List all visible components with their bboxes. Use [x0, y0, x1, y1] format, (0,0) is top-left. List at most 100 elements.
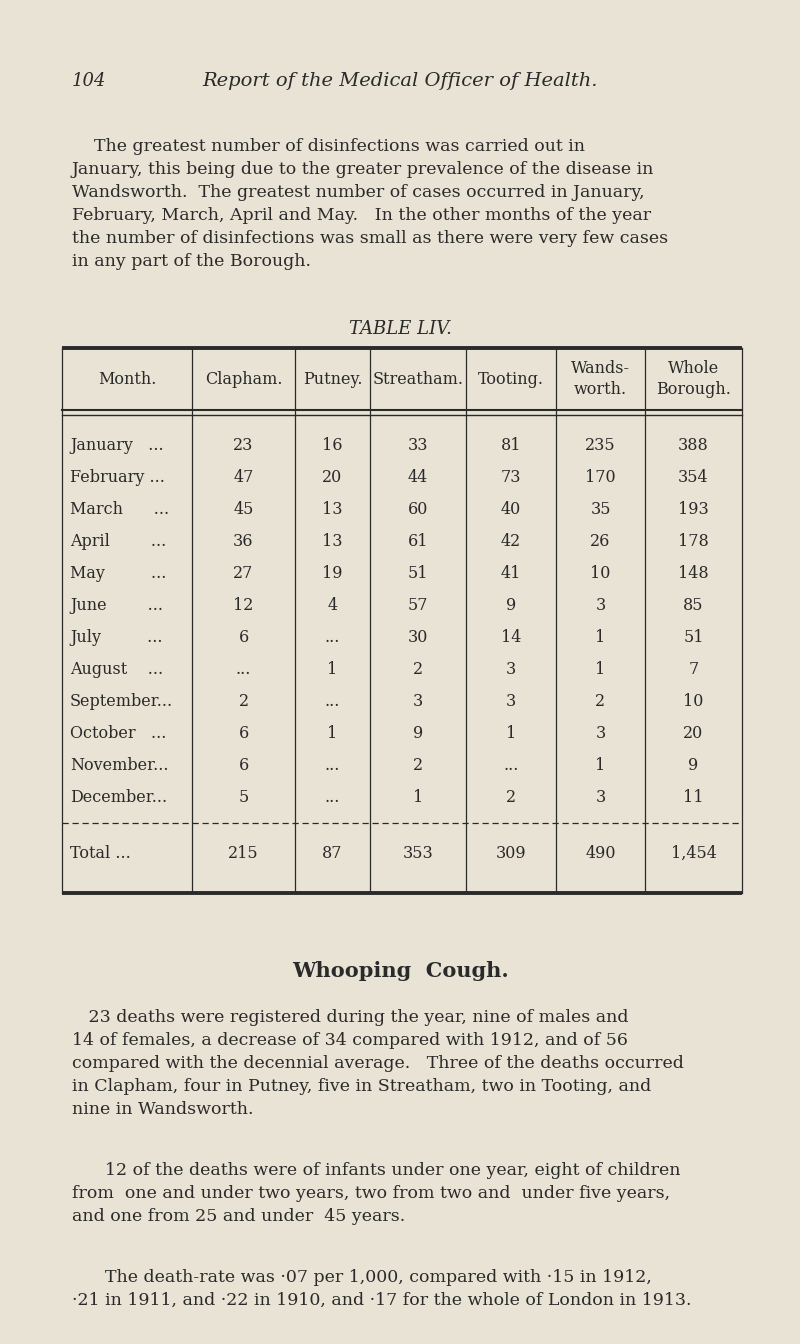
Text: June        ...: June ...	[70, 597, 163, 613]
Text: 20: 20	[683, 724, 704, 742]
Text: 6: 6	[238, 724, 249, 742]
Text: 27: 27	[234, 564, 254, 582]
Text: 35: 35	[590, 500, 610, 517]
Text: 3: 3	[506, 660, 516, 677]
Text: 13: 13	[322, 532, 342, 550]
Text: 33: 33	[408, 437, 428, 453]
Text: 5: 5	[238, 789, 249, 805]
Text: 73: 73	[501, 469, 522, 485]
Text: Tooting.: Tooting.	[478, 371, 544, 387]
Text: The greatest number of disinfections was carried out in: The greatest number of disinfections was…	[72, 138, 585, 155]
Text: 1: 1	[327, 724, 338, 742]
Text: April        ...: April ...	[70, 532, 166, 550]
Text: Clapham.: Clapham.	[205, 371, 282, 387]
Text: 26: 26	[590, 532, 610, 550]
Text: 193: 193	[678, 500, 709, 517]
Text: 45: 45	[234, 500, 254, 517]
Text: 1,454: 1,454	[670, 844, 717, 862]
Text: compared with the decennial average.   Three of the deaths occurred: compared with the decennial average. Thr…	[72, 1055, 684, 1073]
Text: ...: ...	[503, 757, 518, 774]
Text: and one from 25 and under  45 years.: and one from 25 and under 45 years.	[72, 1208, 406, 1224]
Text: 20: 20	[322, 469, 342, 485]
Text: 353: 353	[402, 844, 434, 862]
Text: 12: 12	[234, 597, 254, 613]
Text: 3: 3	[595, 597, 606, 613]
Text: The death-rate was ·07 per 1,000, compared with ·15 in 1912,: The death-rate was ·07 per 1,000, compar…	[72, 1269, 652, 1286]
Text: November...: November...	[70, 757, 169, 774]
Text: 388: 388	[678, 437, 709, 453]
Text: October   ...: October ...	[70, 724, 166, 742]
Text: ...: ...	[325, 629, 340, 645]
Text: 81: 81	[501, 437, 522, 453]
Text: February, March, April and May.   In the other months of the year: February, March, April and May. In the o…	[72, 207, 651, 224]
Text: 23: 23	[234, 437, 254, 453]
Text: 85: 85	[683, 597, 704, 613]
Text: Month.: Month.	[98, 371, 156, 387]
Text: 61: 61	[408, 532, 428, 550]
Text: ...: ...	[236, 660, 251, 677]
Text: December...: December...	[70, 789, 167, 805]
Text: ...: ...	[325, 757, 340, 774]
Text: 354: 354	[678, 469, 709, 485]
Text: Wandsworth.  The greatest number of cases occurred in January,: Wandsworth. The greatest number of cases…	[72, 184, 645, 202]
Text: 1: 1	[506, 724, 516, 742]
Text: 36: 36	[234, 532, 254, 550]
Text: Whooping  Cough.: Whooping Cough.	[292, 961, 508, 981]
Text: 40: 40	[501, 500, 521, 517]
Text: 170: 170	[585, 469, 616, 485]
Text: 10: 10	[683, 692, 704, 710]
Text: 44: 44	[408, 469, 428, 485]
Text: 9: 9	[413, 724, 423, 742]
Text: TABLE LIV.: TABLE LIV.	[349, 320, 451, 337]
Text: 215: 215	[228, 844, 259, 862]
Text: 9: 9	[506, 597, 516, 613]
Text: 10: 10	[590, 564, 610, 582]
Text: 47: 47	[234, 469, 254, 485]
Text: 2: 2	[413, 757, 423, 774]
Text: 3: 3	[595, 724, 606, 742]
Text: Whole
Borough.: Whole Borough.	[656, 360, 731, 398]
Text: 57: 57	[408, 597, 428, 613]
Text: May         ...: May ...	[70, 564, 166, 582]
Text: 41: 41	[501, 564, 521, 582]
Text: 7: 7	[688, 660, 698, 677]
Text: 6: 6	[238, 629, 249, 645]
Text: Putney.: Putney.	[302, 371, 362, 387]
Text: 235: 235	[585, 437, 616, 453]
Text: 1: 1	[595, 660, 606, 677]
Text: in any part of the Borough.: in any part of the Borough.	[72, 253, 311, 270]
Text: 6: 6	[238, 757, 249, 774]
Text: ·21 in 1911, and ·22 in 1910, and ·17 for the whole of London in 1913.: ·21 in 1911, and ·22 in 1910, and ·17 fo…	[72, 1292, 691, 1309]
Text: ...: ...	[325, 692, 340, 710]
Text: Wands-
worth.: Wands- worth.	[571, 360, 630, 398]
Text: 23 deaths were registered during the year, nine of males and: 23 deaths were registered during the yea…	[72, 1009, 629, 1025]
Text: from  one and under two years, two from two and  under five years,: from one and under two years, two from t…	[72, 1185, 670, 1202]
Text: 87: 87	[322, 844, 342, 862]
Text: in Clapham, four in Putney, five in Streatham, two in Tooting, and: in Clapham, four in Putney, five in Stre…	[72, 1078, 651, 1095]
Text: Streatham.: Streatham.	[373, 371, 463, 387]
Text: 14 of females, a decrease of 34 compared with 1912, and of 56: 14 of females, a decrease of 34 compared…	[72, 1032, 628, 1050]
Text: August    ...: August ...	[70, 660, 163, 677]
Text: 11: 11	[683, 789, 704, 805]
Text: 51: 51	[408, 564, 428, 582]
Text: 4: 4	[327, 597, 338, 613]
Text: 14: 14	[501, 629, 521, 645]
Text: 3: 3	[506, 692, 516, 710]
Text: July         ...: July ...	[70, 629, 162, 645]
Text: 9: 9	[688, 757, 698, 774]
Text: 2: 2	[506, 789, 516, 805]
Text: 51: 51	[683, 629, 704, 645]
Text: 19: 19	[322, 564, 342, 582]
Text: the number of disinfections was small as there were very few cases: the number of disinfections was small as…	[72, 230, 668, 247]
Text: 148: 148	[678, 564, 709, 582]
Text: nine in Wandsworth.: nine in Wandsworth.	[72, 1101, 254, 1118]
Text: 3: 3	[595, 789, 606, 805]
Text: ...: ...	[325, 789, 340, 805]
Text: Report of the Medical Officer of Health.: Report of the Medical Officer of Health.	[202, 73, 598, 90]
Text: 16: 16	[322, 437, 342, 453]
Text: September...: September...	[70, 692, 173, 710]
Text: 30: 30	[408, 629, 428, 645]
Text: 1: 1	[413, 789, 423, 805]
Text: 178: 178	[678, 532, 709, 550]
Text: February ...: February ...	[70, 469, 165, 485]
